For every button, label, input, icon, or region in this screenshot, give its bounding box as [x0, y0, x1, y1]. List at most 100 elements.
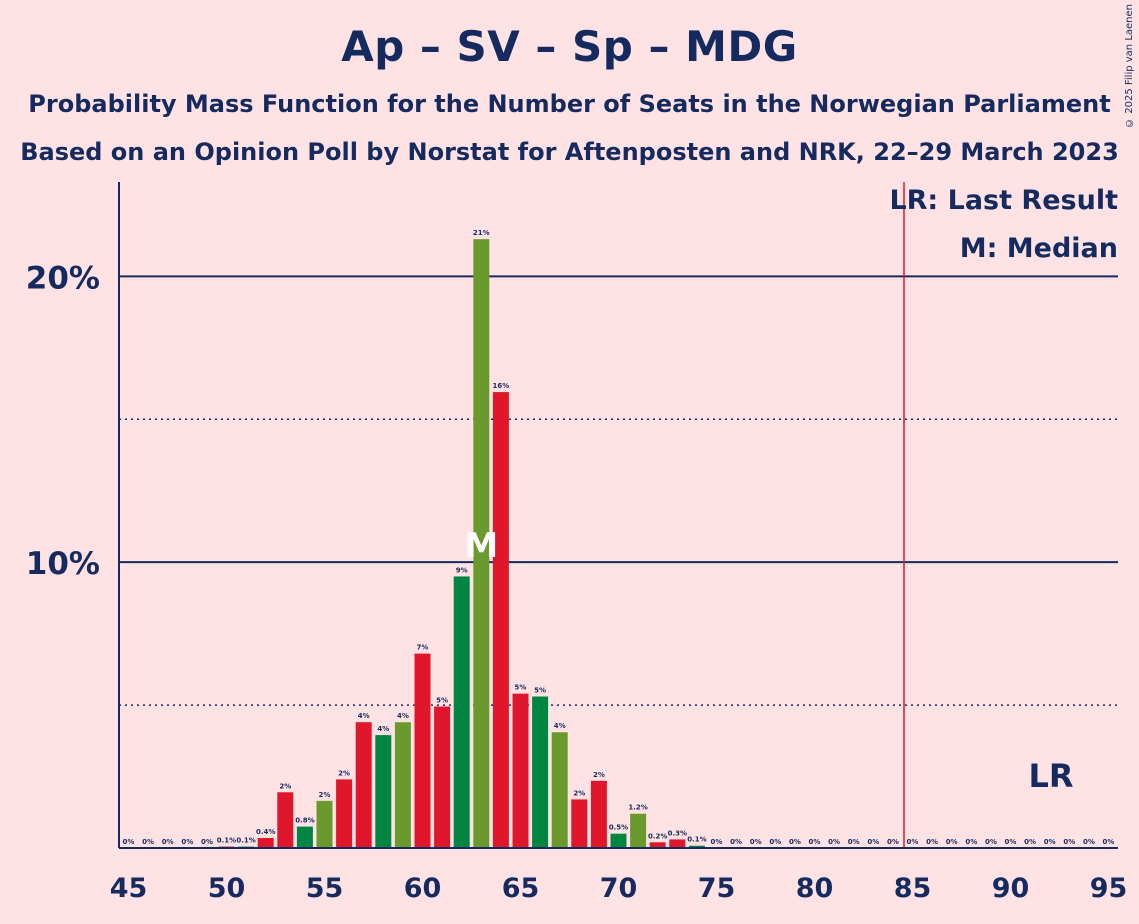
bar-68: [571, 799, 588, 848]
x-tick-label-50: 50: [208, 873, 246, 904]
bar-label-91: 0%: [1024, 838, 1036, 846]
chart-subtitle-2: Based on an Opinion Poll by Norstat for …: [20, 138, 1119, 166]
x-tick-label-95: 95: [1090, 873, 1128, 904]
bar-69: [590, 780, 607, 848]
x-tick-label-55: 55: [306, 873, 344, 904]
legend-median: M: Median: [960, 233, 1118, 264]
bar-70: [610, 833, 627, 848]
bar-label-45: 0%: [123, 838, 135, 846]
chart-subtitle-1: Probability Mass Function for the Number…: [28, 90, 1111, 118]
bar-label-95: 0%: [1103, 838, 1115, 846]
bar-label-52: 0.4%: [256, 828, 275, 836]
bar-label-78: 0%: [769, 838, 781, 846]
y-tick-label-20: 20%: [26, 260, 100, 296]
chart-title: Ap – SV – Sp – MDG: [341, 22, 798, 71]
bar-label-70: 0.5%: [609, 824, 628, 832]
bar-label-74: 0.1%: [687, 836, 706, 844]
bar-61: [434, 706, 451, 848]
y-tick-label-10: 10%: [26, 546, 100, 582]
bar-58: [375, 735, 392, 848]
bar-54: [296, 826, 313, 848]
bar-67: [551, 732, 568, 848]
bars-group: [218, 239, 705, 849]
last-result-marker: LR: [1028, 757, 1073, 795]
x-tick-label-85: 85: [894, 873, 932, 904]
bar-66: [532, 696, 549, 848]
bar-labels-group: 0% 0% 0% 0% 0% 0.1% 0.1%0.4%2%0.8%2%2%4%4%4%7%…: [123, 229, 1115, 846]
bar-72: [649, 842, 666, 848]
bar-label-69: 2%: [593, 771, 605, 779]
bar-73: [669, 839, 686, 848]
bar-65: [512, 693, 529, 848]
bar-label-94: 0%: [1083, 838, 1095, 846]
bar-label-61: 5%: [436, 697, 448, 705]
bar-label-62: 9%: [456, 566, 468, 574]
bar-56: [336, 779, 353, 848]
bar-label-57: 4%: [358, 712, 370, 720]
bar-label-54: 0.8%: [295, 817, 314, 825]
bar-label-56: 2%: [338, 769, 350, 777]
bar-53: [277, 792, 294, 848]
bar-label-68: 2%: [573, 789, 585, 797]
x-tick-label-60: 60: [404, 873, 442, 904]
bar-label-77: 0%: [750, 838, 762, 846]
overlay-group: M LR: [464, 182, 1074, 848]
bar-label-46: 0%: [142, 838, 154, 846]
bar-label-76: 0%: [730, 838, 742, 846]
bar-label-47: 0%: [162, 838, 174, 846]
bar-label-67: 4%: [554, 722, 566, 730]
bar-label-66: 5%: [534, 687, 546, 695]
bar-label-64: 16%: [493, 382, 510, 390]
bar-label-90: 0%: [1005, 838, 1017, 846]
bar-label-72: 0.2%: [648, 832, 667, 840]
bar-label-89: 0%: [985, 838, 997, 846]
bar-label-73: 0.3%: [668, 829, 687, 837]
bar-label-59: 4%: [397, 712, 409, 720]
bar-label-51: 0.1%: [236, 837, 255, 845]
bar-label-92: 0%: [1044, 838, 1056, 846]
x-tick-label-90: 90: [992, 873, 1030, 904]
bar-label-75: 0%: [711, 838, 723, 846]
bar-label-58: 4%: [377, 725, 389, 733]
bar-label-81: 0%: [828, 838, 840, 846]
bar-label-84: 0%: [887, 838, 899, 846]
bar-label-65: 5%: [515, 684, 527, 692]
bar-59: [394, 722, 411, 848]
median-marker: M: [464, 526, 498, 566]
bar-label-48: 0%: [181, 838, 193, 846]
bar-label-83: 0%: [867, 838, 879, 846]
bar-label-88: 0%: [965, 838, 977, 846]
bar-label-86: 0%: [926, 838, 938, 846]
bar-label-80: 0%: [809, 838, 821, 846]
bar-64: [492, 392, 509, 848]
bar-label-60: 7%: [417, 644, 429, 652]
bar-label-85: 0%: [907, 838, 919, 846]
x-tick-label-80: 80: [796, 873, 834, 904]
bar-label-55: 2%: [319, 791, 331, 799]
legend-last-result: LR: Last Result: [889, 185, 1118, 216]
grid-lines: [119, 275, 1118, 706]
axes-group: 10% 20% 45 50 55 60 65 70 75 80 85 90 95: [26, 182, 1127, 904]
bar-label-71: 1.2%: [628, 804, 647, 812]
bar-71: [630, 813, 647, 848]
bar-60: [414, 653, 431, 848]
bar-52: [257, 837, 274, 848]
bar-57: [355, 722, 372, 848]
bar-label-82: 0%: [848, 838, 860, 846]
bar-label-79: 0%: [789, 838, 801, 846]
x-tick-label-70: 70: [600, 873, 638, 904]
bar-label-53: 2%: [279, 782, 291, 790]
x-tick-label-75: 75: [698, 873, 736, 904]
x-tick-label-65: 65: [502, 873, 540, 904]
bar-label-49: 0%: [201, 838, 213, 846]
bar-label-87: 0%: [946, 838, 958, 846]
bar-62: [453, 576, 470, 848]
bar-label-63: 21%: [473, 229, 490, 237]
bar-63: [473, 239, 490, 849]
x-tick-label-45: 45: [110, 873, 148, 904]
bar-label-50: 0.1%: [217, 837, 236, 845]
bar-55: [316, 800, 333, 848]
bar-74: [688, 845, 705, 848]
bar-label-93: 0%: [1063, 838, 1075, 846]
